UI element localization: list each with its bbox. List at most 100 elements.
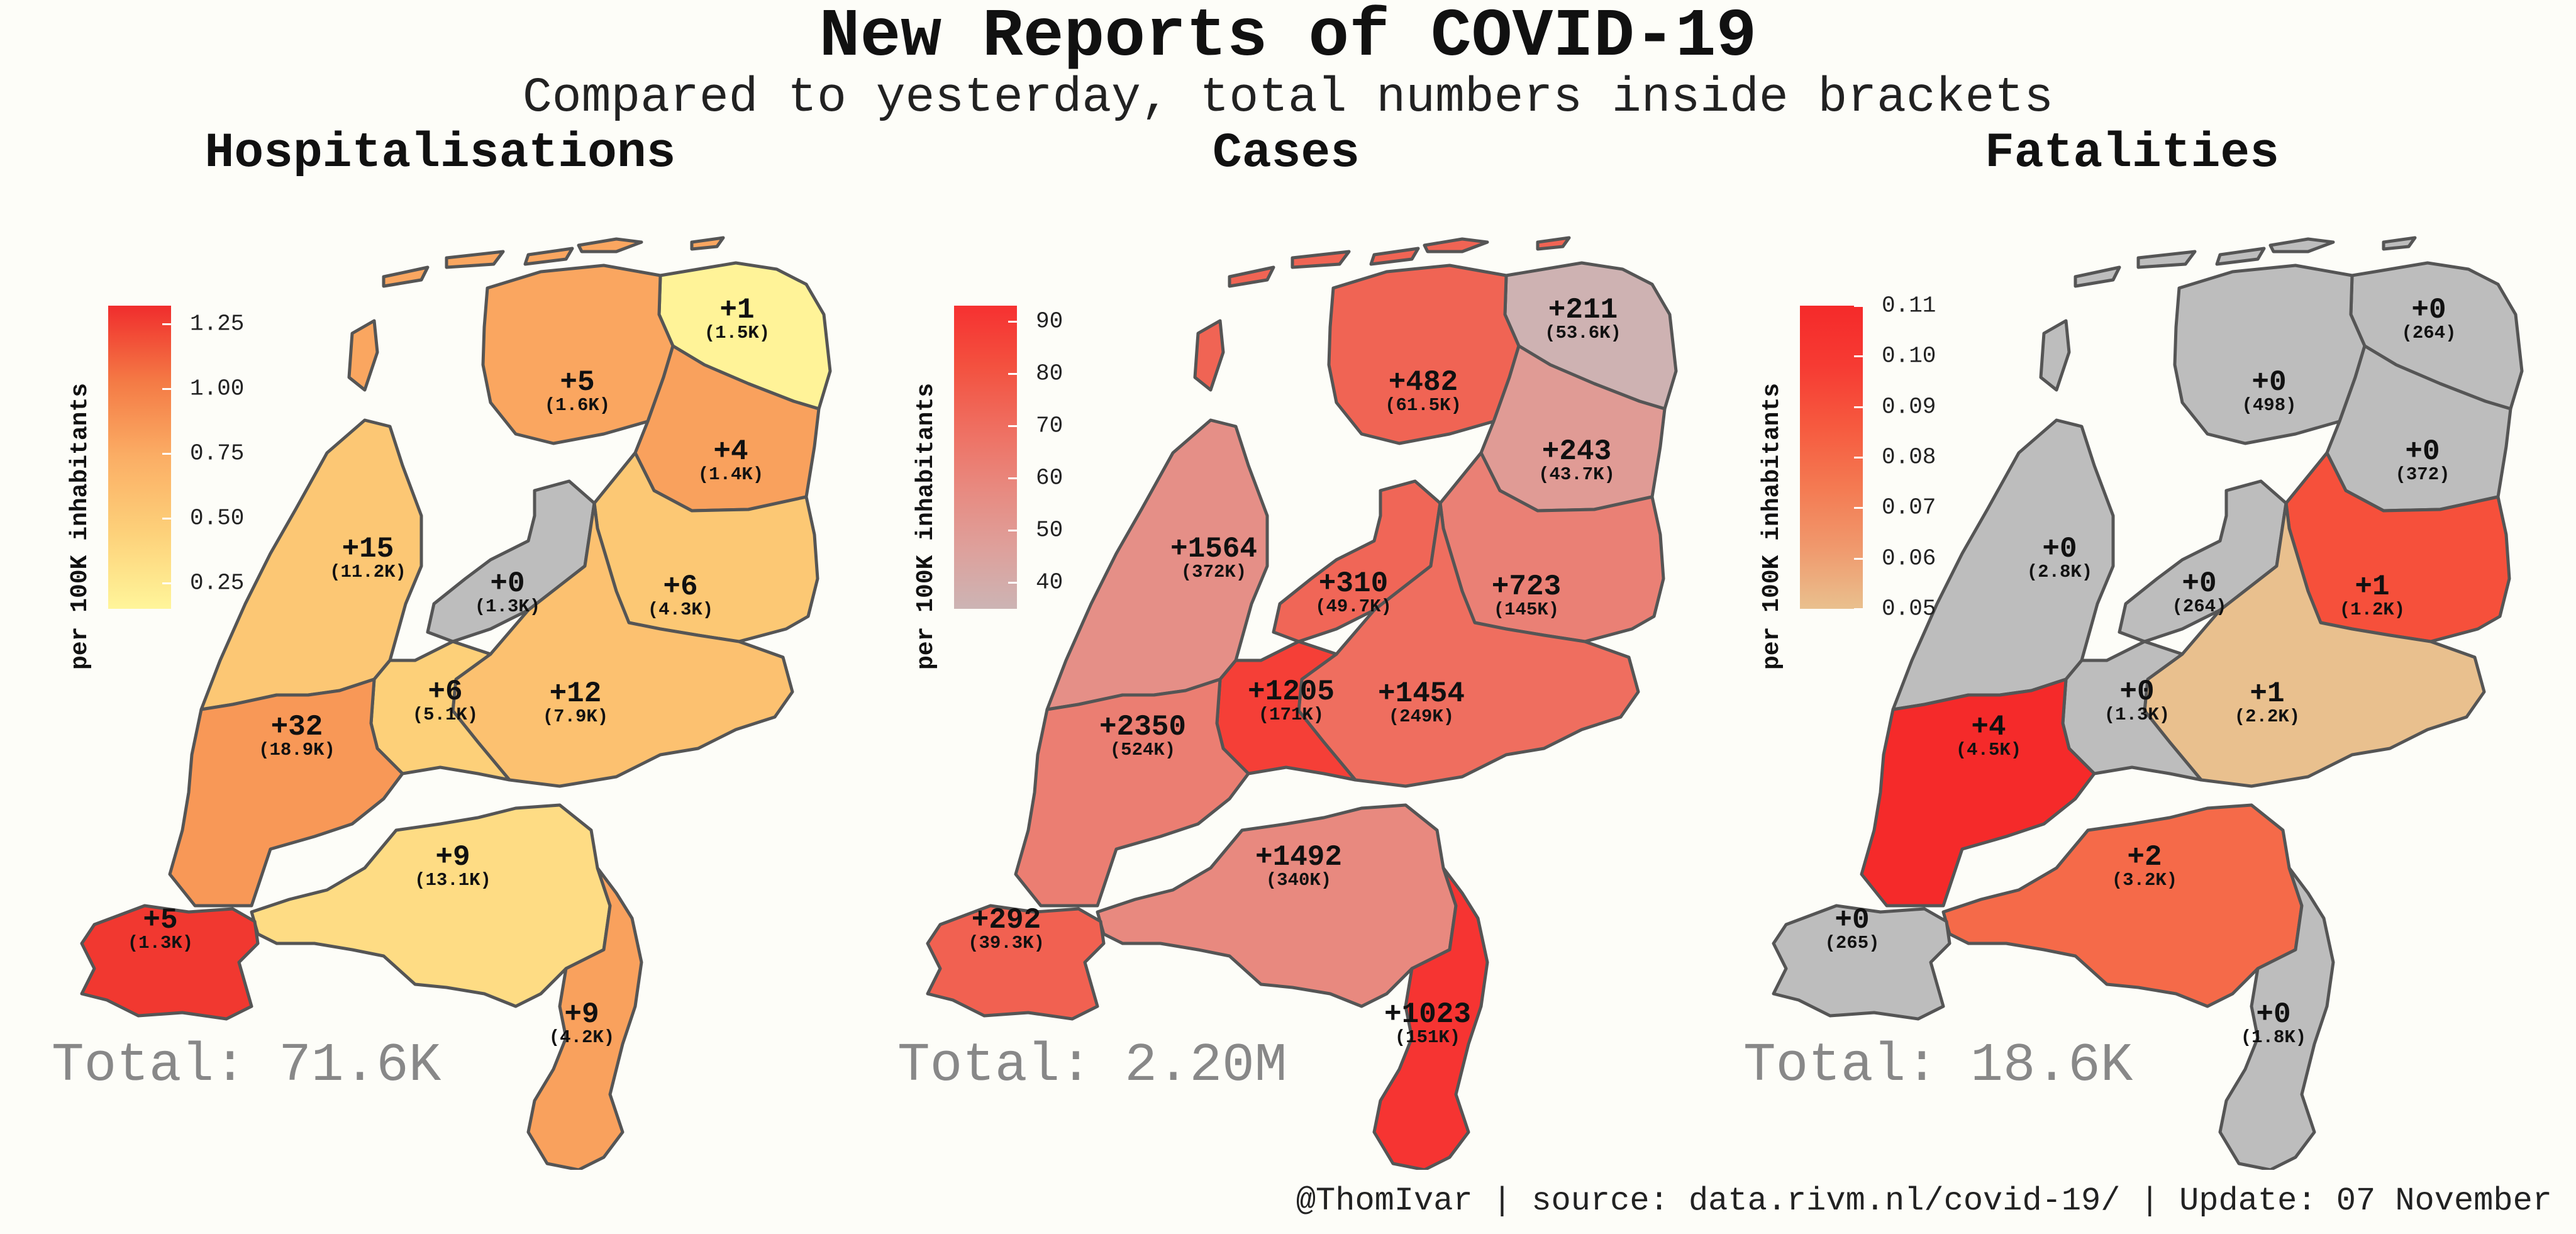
province-friesland — [481, 264, 675, 445]
legend-tick-mark — [162, 517, 171, 520]
province-total-label: (340K) — [1266, 870, 1331, 891]
province-change-label: +9 — [435, 841, 470, 874]
province-total-label: (524K) — [1110, 740, 1175, 760]
province-change-label: +1023 — [1384, 998, 1471, 1031]
legend-tick-label: 40 — [1036, 569, 1063, 596]
province-total-label: (1.6K) — [545, 395, 610, 416]
province-change-label: +2350 — [1099, 711, 1186, 743]
legend-tick-mark — [1854, 457, 1863, 459]
legend-title: per 100K inhabitants — [1758, 382, 1785, 670]
province-change-label: +15 — [342, 533, 394, 565]
province-total-label: (39.3K) — [968, 933, 1045, 953]
legend-title: per 100K inhabitants — [67, 382, 94, 670]
province-total-label: (49.7K) — [1315, 596, 1392, 617]
province-change-label: +482 — [1389, 366, 1458, 399]
legend-tick-mark — [1008, 530, 1017, 532]
wadden-island — [1291, 250, 1351, 269]
province-total-label: (4.3K) — [648, 599, 713, 620]
province-limburg — [1372, 866, 1489, 1170]
province-total-label: (5.1K) — [413, 704, 478, 725]
province-zuid-holland — [168, 677, 404, 908]
province-zeeland — [926, 904, 1106, 1021]
province-friesland — [1327, 264, 1521, 445]
province-change-label: +0 — [2411, 294, 2446, 326]
cases-map: +211(53.6K)+482(61.5K)+243(43.7K)+1564(3… — [926, 236, 1678, 1170]
legend-tick-label: 70 — [1036, 413, 1063, 439]
province-limburg — [526, 866, 643, 1170]
wadden-island — [347, 319, 379, 392]
legend-tick-label: 0.75 — [190, 440, 245, 467]
wadden-island — [382, 265, 430, 288]
province-change-label: +0 — [2251, 366, 2286, 399]
province-total-label: (4.2K) — [549, 1027, 614, 1048]
province-change-label: +1492 — [1255, 841, 1342, 874]
province-total-label: (1.4K) — [698, 464, 763, 485]
province-change-label: +0 — [1835, 904, 1869, 937]
wadden-island — [690, 236, 725, 251]
wadden-island — [1193, 319, 1225, 392]
province-zeeland — [1772, 904, 1951, 1021]
legend-tick-label: 80 — [1036, 360, 1063, 387]
legend-tick-label: 0.05 — [1882, 596, 1936, 622]
wadden-island — [2215, 247, 2266, 266]
wadden-island — [1423, 237, 1489, 253]
province-change-label: +0 — [2256, 998, 2290, 1031]
province-total-label: (18.9K) — [258, 740, 335, 760]
total-label: Total: 71.6K — [52, 1035, 441, 1096]
legend-ticks: 0.25 0.50 0.75 1.00 1.25 — [162, 306, 259, 609]
footer-handle: @ThomIvar — [1296, 1182, 1473, 1220]
province-limburg — [2218, 866, 2335, 1170]
province-friesland — [2173, 264, 2367, 445]
legend-tick-label: 0.06 — [1882, 545, 1936, 572]
legend-tick-label: 90 — [1036, 308, 1063, 335]
province-change-label: +1 — [2250, 677, 2284, 710]
province-total-label: (61.5K) — [1385, 395, 1462, 416]
province-change-label: +1454 — [1378, 677, 1465, 710]
panel-title-cases: Cases — [1212, 126, 1360, 181]
legend-tick-mark — [1854, 557, 1863, 560]
province-total-label: (11.2K) — [330, 562, 406, 582]
legend-tick-label: 60 — [1036, 465, 1063, 491]
legend-color-bar — [108, 306, 171, 609]
province-zeeland — [80, 904, 260, 1021]
legend-tick-label: 1.25 — [190, 311, 245, 337]
province-total-label: (3.2K) — [2112, 870, 2177, 891]
wadden-island — [577, 237, 643, 253]
legend-tick-mark — [162, 452, 171, 455]
province-total-label: (151K) — [1395, 1027, 1460, 1048]
chart-subtitle: Compared to yesterday, total numbers ins… — [523, 70, 2053, 126]
province-change-label: +9 — [564, 998, 599, 1031]
legend-tick-mark — [1008, 320, 1017, 323]
province-total-label: (2.8K) — [2027, 562, 2092, 582]
legend-tick-label: 0.25 — [190, 570, 245, 596]
province-change-label: +1 — [719, 294, 754, 326]
wadden-island — [1536, 236, 1571, 251]
legend-tick-label: 0.10 — [1882, 343, 1936, 369]
legend-color-bar — [954, 306, 1017, 609]
province-change-label: +6 — [428, 675, 462, 708]
wadden-island — [523, 247, 574, 266]
province-zuid-holland — [1860, 677, 2096, 908]
legend-ticks: 0.05 0.06 0.07 0.08 0.09 0.10 0.11 — [1854, 293, 1951, 622]
legend-title: per 100K inhabitants — [913, 382, 940, 670]
legend-tick-mark — [1008, 425, 1017, 428]
legend-tick-mark — [162, 323, 171, 325]
province-change-label: +12 — [550, 677, 602, 710]
legend-tick-label: 50 — [1036, 517, 1063, 543]
chart-title: New Reports of COVID-19 — [819, 0, 1757, 75]
province-change-label: +310 — [1319, 567, 1388, 600]
total-label: Total: 2.20M — [897, 1035, 1287, 1096]
footer-source: source: data.rivm.nl/covid-19/ — [1531, 1182, 2121, 1220]
legend-color-bar — [1800, 306, 1863, 609]
legend-tick-mark — [162, 387, 171, 390]
province-change-label: +723 — [1492, 570, 1561, 603]
province-total-label: (1.5K) — [704, 323, 770, 343]
hospitalisations-map: +1(1.5K)+5(1.6K)+4(1.4K)+15(11.2K) +0(1.3… — [80, 236, 832, 1170]
hospitalisations-panel: Hospitalisations +1 (1.5K) +5 (1.6K) +4 (1.4K… — [13, 126, 868, 1170]
legend-tick-mark — [1008, 582, 1017, 584]
legend-tick-mark — [162, 582, 171, 584]
province-total-label: (249K) — [1389, 706, 1454, 727]
legend-ticks: 40 50 60 70 80 90 — [1008, 306, 1105, 609]
legend-tick-mark — [1008, 373, 1017, 375]
province-total-label: (7.9K) — [543, 706, 608, 727]
